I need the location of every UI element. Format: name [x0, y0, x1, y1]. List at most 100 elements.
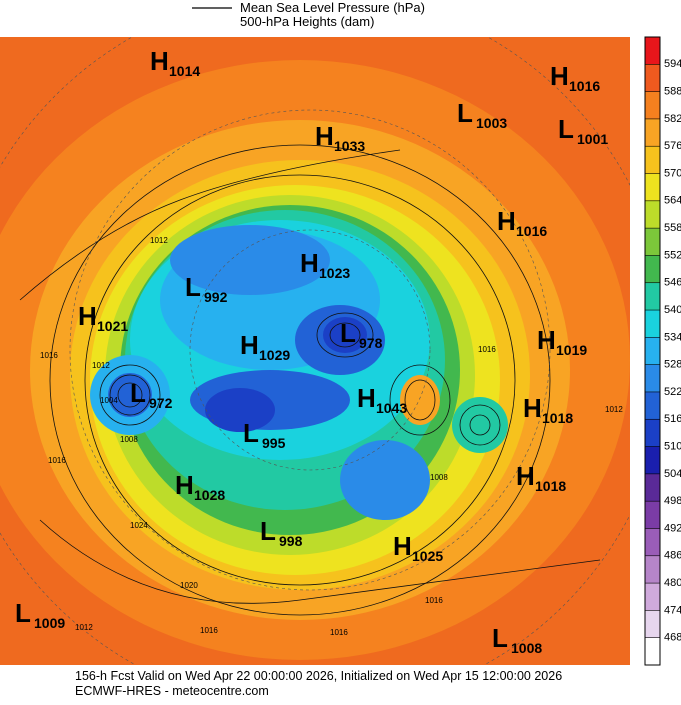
- system-letter: H: [550, 61, 569, 91]
- colorbar-label: 570: [664, 167, 681, 179]
- colorbar-label: 498: [664, 495, 681, 507]
- colorbar-segment: [645, 501, 660, 529]
- isobar-label: 1012: [92, 361, 110, 370]
- colorbar-segment: [645, 337, 660, 366]
- system-pressure: 1028: [194, 487, 225, 503]
- colorbar-label: 510: [664, 440, 681, 452]
- colorbar-segment: [645, 146, 660, 175]
- system-letter: H: [523, 393, 542, 423]
- system-pressure: 1029: [259, 347, 290, 363]
- system-pressure: 1018: [542, 410, 573, 426]
- colorbar-segment: [645, 37, 660, 65]
- system-pressure: 1043: [376, 400, 407, 416]
- colorbar-segment: [645, 255, 660, 284]
- system-pressure: 1021: [97, 318, 128, 334]
- system-letter: L: [558, 114, 574, 144]
- system-pressure: 1033: [334, 138, 365, 154]
- colorbar-segment: [645, 228, 660, 256]
- isobar-label: 1008: [430, 473, 448, 482]
- colorbar-segment: [645, 310, 660, 338]
- isobar-label: 1016: [200, 626, 218, 635]
- colorbar-segment: [645, 364, 660, 393]
- isobar-label: 1020: [180, 581, 198, 590]
- colorbar-segment: [645, 446, 660, 475]
- colorbar-segment: [645, 200, 660, 229]
- system-letter: H: [78, 301, 97, 331]
- system-letter: L: [492, 623, 508, 653]
- colorbar-segment: [645, 419, 660, 448]
- system-pressure: 1016: [516, 223, 547, 239]
- system-pressure: 995: [262, 435, 286, 451]
- isobar-label: 1012: [605, 405, 623, 414]
- colorbar-label: 528: [664, 359, 681, 371]
- footer-text: 156-h Fcst Valid on Wed Apr 22 00:00:00 …: [75, 669, 562, 683]
- colorbar-frame: [644, 36, 661, 666]
- system-letter: H: [150, 46, 169, 76]
- system-letter: H: [175, 470, 194, 500]
- isobar-label: 1008: [120, 435, 138, 444]
- system-pressure: 992: [204, 289, 228, 305]
- colorbar-segment: [645, 391, 660, 420]
- footer-text: ECMWF-HRES - meteocentre.com: [75, 684, 269, 698]
- system-letter: H: [315, 121, 334, 151]
- system-pressure: 1025: [412, 548, 443, 564]
- map: [0, 37, 630, 665]
- system-letter: H: [357, 383, 376, 413]
- colorbar-label: 540: [664, 304, 681, 316]
- system-letter: H: [240, 330, 259, 360]
- colorbar-label: 594: [664, 58, 681, 70]
- colorbar-segment: [645, 282, 660, 311]
- system-pressure: 1009: [34, 615, 65, 631]
- colorbar-label: 558: [664, 222, 681, 234]
- isobar-label: 1016: [425, 596, 443, 605]
- colorbar-label: 492: [664, 522, 681, 534]
- colorbar-segment: [645, 610, 660, 639]
- system-letter: H: [516, 461, 535, 491]
- colorbar-label: 474: [664, 604, 681, 616]
- colorbar-segment: [645, 91, 660, 120]
- system-pressure: 1003: [476, 115, 507, 131]
- system-pressure: 972: [149, 395, 173, 411]
- colorbar-label: 522: [664, 386, 681, 398]
- system-pressure: 1008: [511, 640, 542, 656]
- system-pressure: 998: [279, 533, 303, 549]
- system-letter: H: [393, 531, 412, 561]
- isobar-label: 1016: [478, 345, 496, 354]
- colorbar-label: 546: [664, 277, 681, 289]
- colorbar-label: 588: [664, 86, 681, 98]
- legend-entry: 500-hPa Heights (dam): [240, 14, 374, 29]
- system-letter: L: [243, 418, 259, 448]
- isobar-label: 1016: [48, 456, 66, 465]
- system-pressure: 1014: [169, 63, 200, 79]
- system-pressure: 1023: [319, 265, 350, 281]
- system-letter: H: [300, 248, 319, 278]
- system-letter: L: [15, 598, 31, 628]
- colorbar-label: 504: [664, 468, 681, 480]
- colorbar-segment: [645, 118, 660, 147]
- colorbar-label: 516: [664, 413, 681, 425]
- colorbar-segment: [645, 64, 660, 93]
- system-letter: H: [497, 206, 516, 236]
- colorbar-label: 480: [664, 577, 681, 589]
- colorbar-label: 564: [664, 195, 681, 207]
- isobar-label: 1016: [330, 628, 348, 637]
- system-letter: L: [130, 378, 146, 408]
- colorbar-segment: [645, 637, 660, 666]
- colorbar-label: 552: [664, 249, 681, 261]
- colorbar-label: 534: [664, 331, 681, 343]
- system-letter: L: [340, 318, 356, 348]
- system-pressure: 1018: [535, 478, 566, 494]
- colorbar-segment: [645, 473, 660, 502]
- system-letter: L: [457, 98, 473, 128]
- colorbar-label: 468: [664, 632, 681, 644]
- system-pressure: 1019: [556, 342, 587, 358]
- colorbar-segment: [645, 555, 660, 584]
- system-letter: L: [260, 516, 276, 546]
- isobar-label: 1016: [40, 351, 58, 360]
- colorbar-label: 582: [664, 113, 681, 125]
- colorbar-segment: [645, 528, 660, 557]
- system-letter: H: [537, 325, 556, 355]
- system-pressure: 1001: [577, 131, 608, 147]
